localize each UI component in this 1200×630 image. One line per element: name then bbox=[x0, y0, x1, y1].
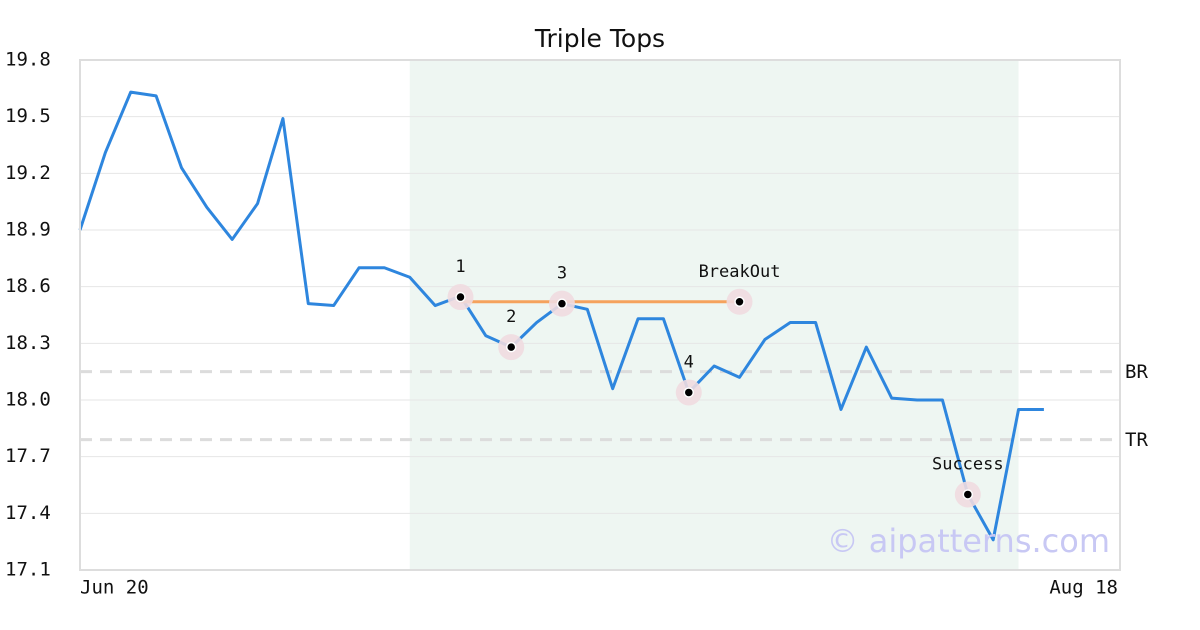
y-tick-label: 18.6 bbox=[5, 275, 51, 297]
y-tick-label: 18.3 bbox=[5, 332, 51, 354]
marker-dot bbox=[962, 489, 974, 500]
level-label: BR bbox=[1125, 361, 1148, 383]
chart-title: Triple Tops bbox=[534, 24, 665, 53]
y-tick-label: 19.2 bbox=[5, 162, 51, 184]
marker-dot bbox=[505, 341, 517, 353]
marker-label: 3 bbox=[557, 264, 567, 284]
x-tick-label: Jun 20 bbox=[80, 577, 149, 599]
marker-dot bbox=[683, 387, 695, 398]
marker-dot bbox=[556, 298, 568, 309]
y-tick-label: 18.9 bbox=[5, 219, 51, 241]
marker-label: 4 bbox=[684, 352, 694, 372]
plot-frame bbox=[79, 59, 1121, 571]
y-tick-label: 18.0 bbox=[5, 389, 51, 411]
marker-label: 1 bbox=[455, 257, 465, 277]
x-tick-label: Aug 18 bbox=[1049, 577, 1118, 599]
y-tick-label: 17.4 bbox=[5, 502, 51, 524]
marker-dot bbox=[734, 296, 745, 308]
marker-dot bbox=[455, 291, 466, 303]
marker-label: Success bbox=[932, 454, 1004, 474]
marker-label: 2 bbox=[506, 307, 516, 327]
marker-label: BreakOut bbox=[699, 262, 781, 282]
y-tick-label: 17.7 bbox=[5, 445, 51, 467]
y-tick-label: 19.5 bbox=[5, 105, 51, 127]
y-tick-label: 19.8 bbox=[5, 49, 51, 71]
watermark: © aipatterns.com bbox=[827, 522, 1110, 560]
y-tick-label: 17.1 bbox=[5, 559, 51, 581]
pattern-region bbox=[409, 60, 1019, 570]
level-label: TR bbox=[1125, 429, 1148, 451]
